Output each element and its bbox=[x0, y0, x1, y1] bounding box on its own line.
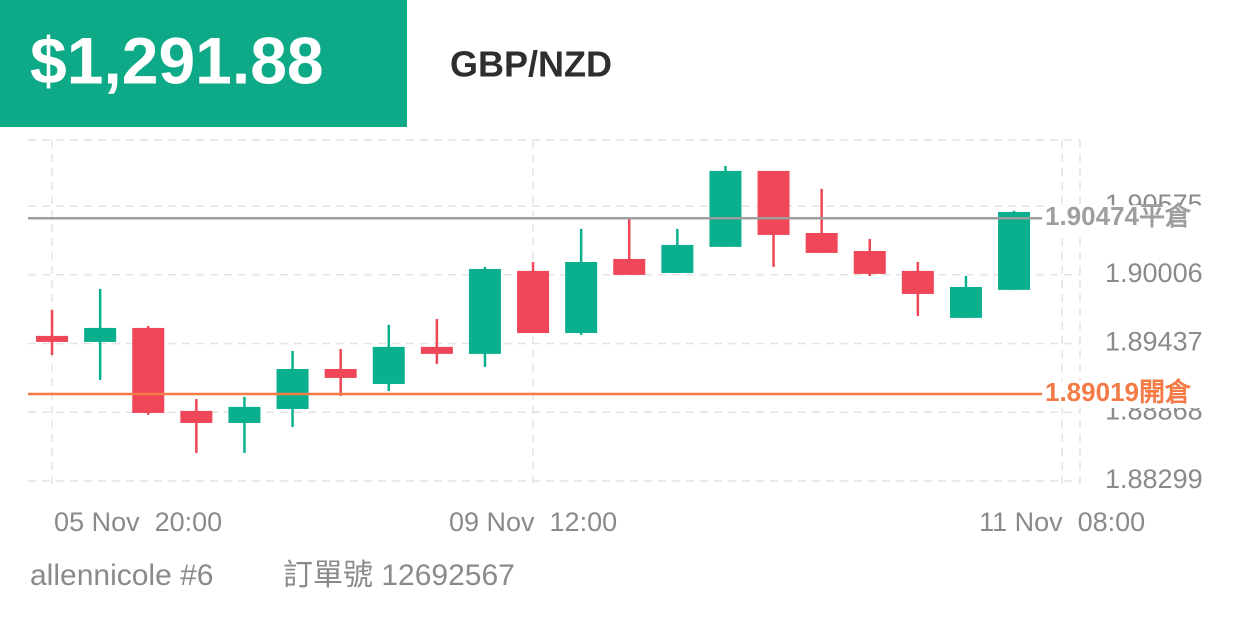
amount-badge bbox=[0, 0, 407, 127]
x-tick-label: 11 Nov 08:00 bbox=[979, 507, 1145, 537]
candle-body bbox=[757, 170, 790, 235]
y-tick-label: 1.88299 bbox=[1105, 464, 1203, 494]
candle-body bbox=[468, 268, 501, 354]
candle-body bbox=[565, 261, 598, 333]
order-number: 訂單號 12692567 bbox=[283, 559, 515, 592]
candle-body bbox=[372, 346, 405, 384]
reference-label-bg bbox=[1044, 205, 1214, 233]
candle-body bbox=[36, 335, 69, 342]
x-tick-label: 05 Nov 20:00 bbox=[54, 507, 222, 537]
y-tick-label: 1.90006 bbox=[1105, 258, 1203, 288]
candle-body bbox=[324, 368, 357, 378]
candle-body bbox=[805, 232, 838, 253]
candle-body bbox=[901, 270, 934, 294]
candle-body bbox=[420, 346, 453, 354]
candle-body bbox=[709, 170, 742, 247]
candle-body bbox=[228, 406, 261, 423]
candle-body bbox=[998, 211, 1031, 290]
candle-body bbox=[853, 250, 886, 274]
amount: $1,291.88 bbox=[30, 23, 324, 97]
candle-body bbox=[180, 410, 213, 423]
candle-body bbox=[613, 258, 646, 275]
candle-body bbox=[661, 244, 694, 273]
candle-body bbox=[132, 327, 165, 413]
reference-label-bg bbox=[1044, 380, 1214, 408]
reference-label: 1.90474平倉 bbox=[1045, 201, 1192, 231]
candle-body bbox=[949, 286, 982, 318]
candle-body bbox=[84, 327, 117, 342]
symbol: GBP/NZD bbox=[450, 44, 612, 85]
x-tick-label: 09 Nov 12:00 bbox=[449, 507, 617, 537]
candle-body bbox=[517, 270, 550, 333]
y-tick-label: 1.89437 bbox=[1105, 327, 1203, 357]
user: allennicole #6 bbox=[30, 559, 213, 592]
reference-label: 1.89019開倉 bbox=[1045, 377, 1192, 407]
candle-body bbox=[276, 368, 309, 409]
